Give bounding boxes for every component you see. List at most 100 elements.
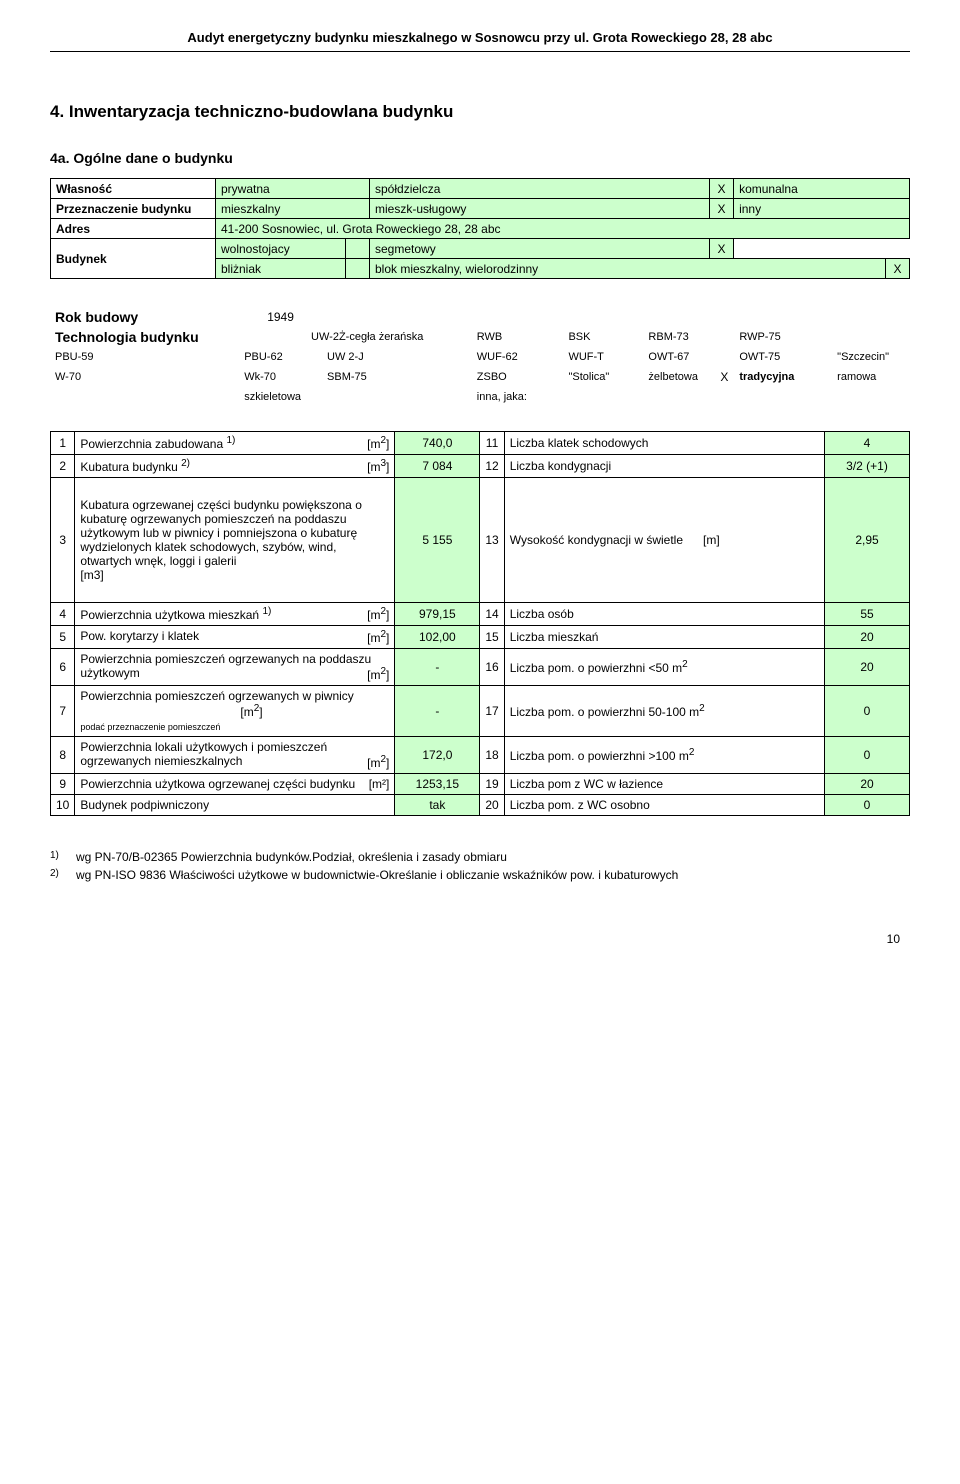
param-val-left: 102,00 — [395, 626, 480, 649]
param-num-left: 2 — [51, 455, 75, 478]
param-desc-right: Liczba pom. o powierzhni 50-100 m2 — [504, 686, 824, 737]
param-desc-left: Pow. korytarzy i klatek[m2] — [75, 626, 395, 649]
param-val-left: 979,15 — [395, 603, 480, 626]
param-val-right: 0 — [825, 737, 910, 774]
tech-other: inna, jaka: — [472, 387, 548, 407]
param-num-right: 11 — [480, 432, 504, 455]
param-val-left: tak — [395, 795, 480, 816]
param-val-right: 55 — [825, 603, 910, 626]
param-num-left: 6 — [51, 649, 75, 686]
tech-owt67: OWT-67 — [643, 347, 718, 367]
tech-pbu59: PBU-59 — [50, 347, 223, 367]
parameters-table: 1Powierzchnia zabudowana 1)[m2]740,011Li… — [50, 431, 910, 816]
param-desc-right: Liczba pom. o powierzhni <50 m2 — [504, 649, 824, 686]
param-desc-left: Powierzchnia użytkowa ogrzewanej części … — [75, 774, 395, 795]
param-desc-left: Powierzchnia zabudowana 1)[m2] — [75, 432, 395, 455]
tech-rwp75: RWP-75 — [734, 327, 816, 347]
param-num-right: 18 — [480, 737, 504, 774]
tech-skeleton: szkieletowa — [239, 387, 306, 407]
building-opt-segment: segmetowy — [370, 239, 710, 259]
param-val-right: 20 — [825, 626, 910, 649]
document-header: Audyt energetyczny budynku mieszkalnego … — [50, 30, 910, 52]
param-val-left: - — [395, 686, 480, 737]
param-desc-left: Kubatura ogrzewanej części budynku powię… — [75, 478, 395, 603]
param-desc-right: Liczba mieszkań — [504, 626, 824, 649]
param-desc-right: Liczba pom z WC w łazience — [504, 774, 824, 795]
param-num-right: 20 — [480, 795, 504, 816]
param-num-right: 17 — [480, 686, 504, 737]
param-desc-right: Liczba pom. o powierzhni >100 m2 — [504, 737, 824, 774]
param-desc-left: Budynek podpiwniczony — [75, 795, 395, 816]
building-x-semi — [346, 259, 370, 279]
param-num-left: 8 — [51, 737, 75, 774]
technology-label: Technologia budynku — [50, 327, 239, 347]
param-desc-right: Liczba osób — [504, 603, 824, 626]
param-desc-left: Kubatura budynku 2)[m3] — [75, 455, 395, 478]
param-num-right: 16 — [480, 649, 504, 686]
tech-uw2j: UW 2-J — [322, 347, 456, 367]
building-opt-block: blok mieszkalny, wielorodzinny — [370, 259, 886, 279]
purpose-opt-other: inny — [734, 199, 910, 219]
tech-bsk: BSK — [563, 327, 627, 347]
tech-reinforced: żelbetowa — [643, 367, 718, 387]
tech-zsbo: ZSBO — [472, 367, 548, 387]
param-num-left: 9 — [51, 774, 75, 795]
footnotes: 1) wg PN-70/B-02365 Powierzchnia budynkó… — [50, 850, 910, 882]
building-x-block: X — [885, 259, 909, 279]
tech-wuft: WUF-T — [563, 347, 627, 367]
param-desc-right: Liczba klatek schodowych — [504, 432, 824, 455]
footnote-2-mark: 2) — [50, 868, 76, 882]
footnote-1-text: wg PN-70/B-02365 Powierzchnia budynków.P… — [76, 850, 507, 864]
param-desc-left: Powierzchnia pomieszczeń ogrzewanych na … — [75, 649, 395, 686]
purpose-x-mixed: X — [710, 199, 734, 219]
param-val-left: 1253,15 — [395, 774, 480, 795]
tech-wk70: Wk-70 — [239, 367, 306, 387]
tech-rbm73: RBM-73 — [643, 327, 718, 347]
ownership-opt-private: prywatna — [216, 179, 370, 199]
section-title: 4. Inwentaryzacja techniczno-budowlana b… — [50, 102, 910, 122]
footnote-2-text: wg PN-ISO 9836 Właściwości użytkowe w bu… — [76, 868, 678, 882]
param-val-right: 20 — [825, 649, 910, 686]
page-number: 10 — [50, 932, 910, 946]
tech-wuf62: WUF-62 — [472, 347, 548, 367]
footnote-1-mark: 1) — [50, 850, 76, 864]
ownership-opt-coop: spółdzielcza — [370, 179, 710, 199]
param-num-right: 14 — [480, 603, 504, 626]
param-num-left: 4 — [51, 603, 75, 626]
address-label: Adres — [51, 219, 216, 239]
param-desc-left: Powierzchnia użytkowa mieszkań 1)[m2] — [75, 603, 395, 626]
param-num-left: 7 — [51, 686, 75, 737]
purpose-label: Przeznaczenie budynku — [51, 199, 216, 219]
tech-pbu62: PBU-62 — [239, 347, 306, 367]
tech-sbm75: SBM-75 — [322, 367, 456, 387]
param-num-left: 3 — [51, 478, 75, 603]
param-val-right: 3/2 (+1) — [825, 455, 910, 478]
tech-stolica: "Stolica" — [563, 367, 627, 387]
param-desc-left: Powierzchnia lokali użytkowych i pomiesz… — [75, 737, 395, 774]
tech-x-traditional: X — [718, 367, 734, 387]
param-num-right: 15 — [480, 626, 504, 649]
param-val-right: 0 — [825, 686, 910, 737]
param-val-right: 20 — [825, 774, 910, 795]
purpose-opt-residential: mieszkalny — [216, 199, 370, 219]
year-label: Rok budowy — [50, 307, 239, 327]
address-value: 41-200 Sosnowiec, ul. Grota Roweckiego 2… — [216, 219, 910, 239]
param-num-left: 1 — [51, 432, 75, 455]
param-val-right: 0 — [825, 795, 910, 816]
param-desc-right: Liczba kondygnacji — [504, 455, 824, 478]
building-opt-detached: wolnostojacy — [216, 239, 346, 259]
subsection-title: 4a. Ogólne dane o budynku — [50, 150, 910, 166]
purpose-opt-mixed: mieszk-usługowy — [370, 199, 710, 219]
ownership-label: Własność — [51, 179, 216, 199]
param-val-left: 5 155 — [395, 478, 480, 603]
param-val-right: 2,95 — [825, 478, 910, 603]
tech-owt75: OWT-75 — [734, 347, 816, 367]
building-label: Budynek — [51, 239, 216, 279]
param-val-left: 740,0 — [395, 432, 480, 455]
year-value: 1949 — [239, 307, 322, 327]
param-num-right: 12 — [480, 455, 504, 478]
general-info-table: Własność prywatna spółdzielcza X komunal… — [50, 178, 910, 279]
ownership-x-coop: X — [710, 179, 734, 199]
building-opt-semi: bliżniak — [216, 259, 346, 279]
param-desc-right: Liczba pom. z WC osobno — [504, 795, 824, 816]
